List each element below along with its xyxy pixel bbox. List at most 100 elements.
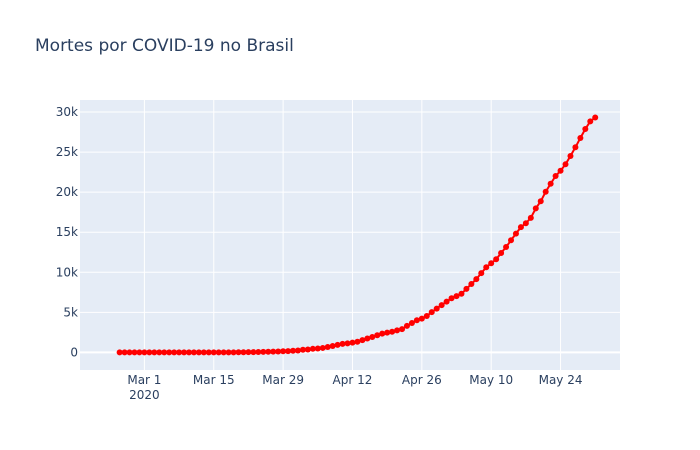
data-point xyxy=(418,315,425,322)
data-point xyxy=(260,348,267,355)
data-point xyxy=(195,349,202,356)
data-point xyxy=(537,198,544,205)
data-point xyxy=(503,244,510,251)
data-point xyxy=(399,326,406,333)
data-point xyxy=(508,237,515,244)
x-tick-label: Mar 29 xyxy=(262,373,304,387)
data-point xyxy=(270,348,277,355)
data-point xyxy=(438,302,445,309)
data-point xyxy=(235,349,242,356)
data-point xyxy=(294,347,301,354)
data-point xyxy=(359,337,366,344)
data-point xyxy=(572,144,579,151)
data-point xyxy=(453,293,460,300)
data-point xyxy=(517,224,524,231)
data-point xyxy=(205,349,212,356)
data-point xyxy=(136,349,143,356)
x-tick-label: May 24 xyxy=(539,373,583,387)
data-point xyxy=(210,349,217,356)
y-tick-label: 20k xyxy=(56,185,78,199)
data-point xyxy=(339,340,346,347)
data-point xyxy=(200,349,207,356)
data-point xyxy=(290,347,297,354)
data-point xyxy=(255,349,262,356)
data-point xyxy=(473,276,480,283)
chart-title: Mortes por COVID-19 no Brasil xyxy=(35,36,294,56)
x-tick-label: Apr 26 xyxy=(402,373,442,387)
data-point xyxy=(443,298,450,305)
data-point xyxy=(547,180,554,187)
data-point xyxy=(567,152,574,159)
data-point xyxy=(384,329,391,336)
data-point xyxy=(433,305,440,312)
data-point xyxy=(151,349,158,356)
data-point xyxy=(463,285,470,292)
data-point xyxy=(349,339,356,346)
data-point xyxy=(448,295,455,302)
data-point xyxy=(532,205,539,212)
data-point xyxy=(587,118,594,125)
data-point xyxy=(488,260,495,267)
data-point xyxy=(190,349,197,356)
data-point xyxy=(314,345,321,352)
data-point xyxy=(557,167,564,174)
data-point xyxy=(592,114,599,121)
y-tick-label: 15k xyxy=(56,225,78,239)
data-point xyxy=(394,327,401,334)
data-point xyxy=(240,349,247,356)
data-point xyxy=(344,340,351,347)
data-point xyxy=(280,348,287,355)
data-point xyxy=(319,344,326,351)
data-point xyxy=(245,349,252,356)
data-point xyxy=(146,349,153,356)
data-point xyxy=(121,349,128,356)
data-point xyxy=(577,135,584,142)
data-point xyxy=(225,349,232,356)
data-point xyxy=(324,344,331,351)
data-point xyxy=(141,349,148,356)
x-tick-label: Mar 1 xyxy=(127,373,161,387)
y-tick-label: 5k xyxy=(63,305,78,319)
data-point xyxy=(498,250,505,257)
data-point xyxy=(220,349,227,356)
data-point xyxy=(423,312,430,319)
data-point xyxy=(275,348,282,355)
data-point xyxy=(403,322,410,329)
data-point xyxy=(428,309,435,316)
series-deaths xyxy=(116,114,599,356)
y-tick-label: 10k xyxy=(56,265,78,279)
data-point xyxy=(527,214,534,221)
data-point xyxy=(458,290,465,297)
data-point xyxy=(215,349,222,356)
data-point xyxy=(408,319,415,326)
plot-area xyxy=(80,100,620,370)
y-tick-label: 0 xyxy=(70,345,78,359)
x-tick-label: Mar 15 xyxy=(193,373,235,387)
data-point xyxy=(131,349,138,356)
data-point xyxy=(299,346,306,353)
data-point xyxy=(552,173,559,180)
data-point xyxy=(582,126,589,133)
data-point xyxy=(329,342,336,349)
data-point xyxy=(176,349,183,356)
data-point xyxy=(364,335,371,342)
data-point xyxy=(166,349,173,356)
data-point xyxy=(413,317,420,324)
data-point xyxy=(285,348,292,355)
data-point xyxy=(493,256,500,263)
data-point xyxy=(171,349,178,356)
y-gridlines xyxy=(80,111,620,354)
data-point xyxy=(185,349,192,356)
data-point xyxy=(230,349,237,356)
data-point xyxy=(542,188,549,195)
data-point xyxy=(334,341,341,348)
data-point xyxy=(483,264,490,271)
data-point xyxy=(369,333,376,340)
data-point xyxy=(389,328,396,335)
x-gridlines xyxy=(143,100,562,370)
data-point xyxy=(512,230,519,237)
y-tick-label: 30k xyxy=(56,105,78,119)
y-tick-label: 25k xyxy=(56,145,78,159)
x-tick-label: Apr 12 xyxy=(333,373,373,387)
